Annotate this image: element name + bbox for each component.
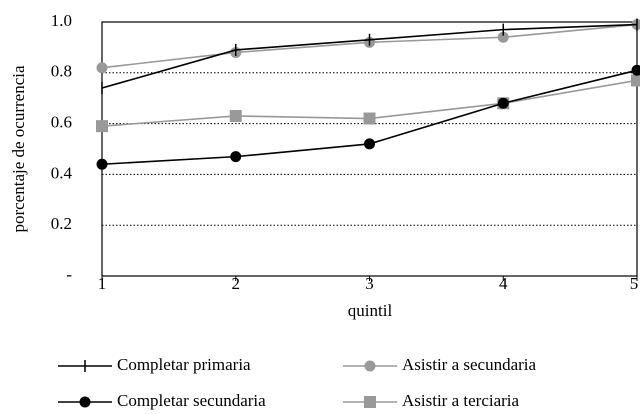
data-point [96,158,108,170]
legend-marker [79,396,91,408]
y-tick-label: - [66,265,72,284]
data-point [631,74,640,87]
legend-marker [364,360,376,372]
data-point [497,31,509,43]
legend-label: Asistir a terciaria [402,391,520,410]
data-point [229,109,242,122]
x-tick-label: 2 [232,274,241,293]
y-tick-label: 1.0 [51,11,72,30]
data-point [96,120,108,133]
y-tick-label: 0.2 [51,214,72,233]
x-tick-label: 5 [630,274,639,293]
legend-label: Completar secundaria [117,391,266,410]
x-axis-label: quintil [348,301,393,320]
data-point [363,112,376,125]
legend-label: Asistir a secundaria [402,355,537,374]
legend-marker [364,396,376,408]
y-tick-label: 0.6 [51,113,72,132]
y-tick-label: 0.4 [51,163,73,182]
data-point [230,151,242,163]
y-axis-label: porcentaje de ocurrencia [9,65,28,233]
data-point [497,97,509,109]
y-tick-label: 0.8 [51,62,72,81]
data-point [96,62,108,74]
legend-label: Completar primaria [117,355,251,374]
data-point [631,64,640,76]
x-tick-label: 4 [499,274,508,293]
x-tick-label: 3 [365,274,374,293]
data-point [364,138,375,150]
x-tick-label: 1 [98,274,107,293]
